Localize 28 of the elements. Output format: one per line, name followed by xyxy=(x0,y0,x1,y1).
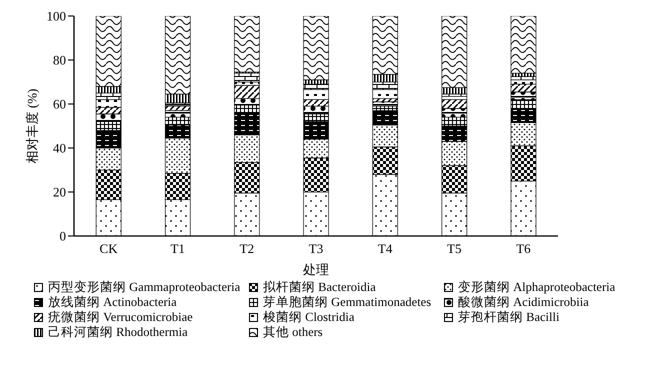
legend-label: 疣微菌纲 Verrucomicrobiae xyxy=(48,310,193,325)
x-tick-label: CK xyxy=(100,241,118,256)
x-axis-title: 处理 xyxy=(303,262,329,277)
x-tick-label: T4 xyxy=(378,241,393,256)
y-tick-label: 20 xyxy=(53,184,66,200)
legend-label: 其他 others xyxy=(263,325,323,340)
legend-label: 芽孢杆菌纲 Bacilli xyxy=(458,310,560,325)
bar xyxy=(303,16,329,80)
y-tick-label: 80 xyxy=(53,52,66,68)
bar xyxy=(510,16,536,74)
y-tick-label: 60 xyxy=(53,96,66,112)
legend-label: 己科河菌纲 Rhodothermia xyxy=(48,325,188,340)
legend-label: 拟杆菌纲 Bacteroidia xyxy=(263,280,376,295)
y-tick-label: 0 xyxy=(60,228,66,244)
x-tick-label: T6 xyxy=(516,241,532,256)
legend-label: 梭菌纲 Clostridia xyxy=(263,310,354,325)
y-tick-label: 100 xyxy=(46,8,66,24)
legend-label: 丙型变形菌纲 Gammaproteobacteria xyxy=(48,280,240,295)
x-tick-label: T5 xyxy=(447,241,462,256)
y-tick-label: 40 xyxy=(53,140,66,156)
x-tick-label: T2 xyxy=(240,241,254,256)
x-tick-label: T3 xyxy=(308,241,324,256)
legend-label: 变形菌纲 Alphaproteobacteria xyxy=(458,280,616,295)
x-tick-label: T1 xyxy=(170,241,185,256)
legend-label: 芽单胞菌纲 Gemmatimonadetes xyxy=(263,295,432,310)
legend-label: 酸微菌纲 Acidimicrobiia xyxy=(458,295,589,310)
legend-label: 放线菌纲 Actinobacteria xyxy=(48,295,177,310)
y-axis-title: 相对丰度 (%) xyxy=(24,88,40,164)
